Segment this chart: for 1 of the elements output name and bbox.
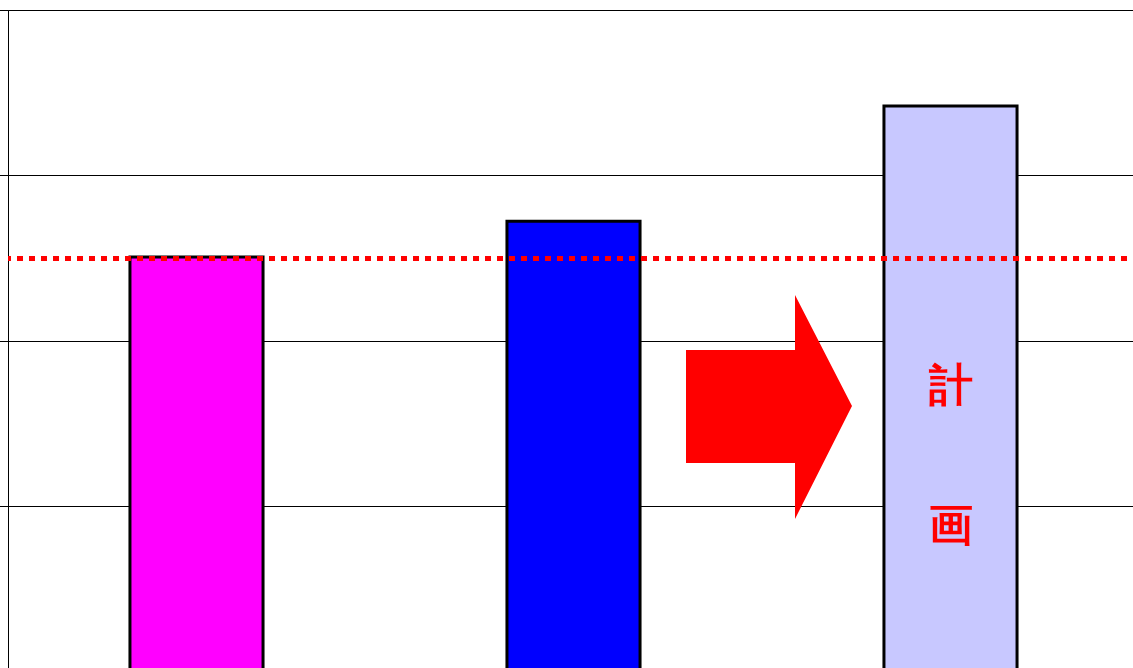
text: 計画 bbox=[928, 358, 973, 550]
